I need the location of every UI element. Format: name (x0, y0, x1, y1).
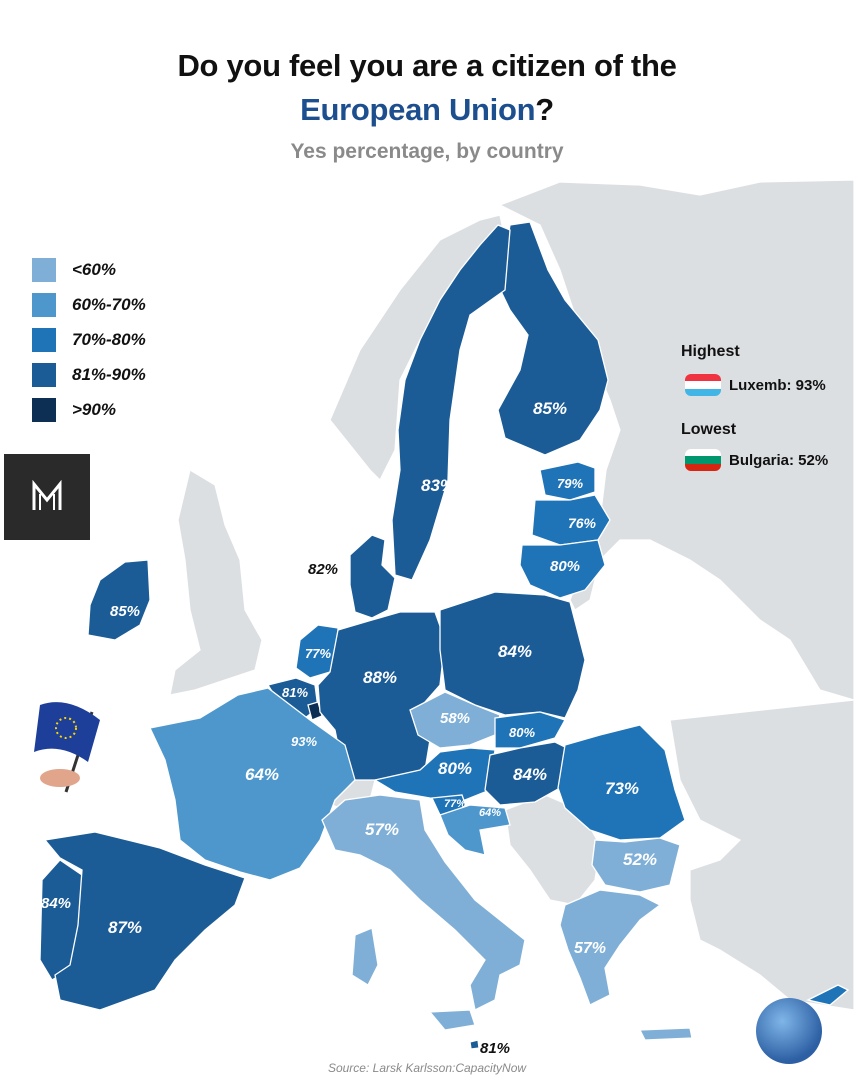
legend-item: 81%-90% (32, 357, 146, 392)
country-sweden (391, 224, 511, 581)
eu-flag-hand-icon (34, 702, 100, 793)
legend-item: >90% (32, 392, 146, 427)
subtitle: Yes percentage, by country (290, 140, 564, 163)
label-france: 64% (245, 765, 279, 784)
legend-item: 60%-70% (32, 287, 146, 322)
country-finland (497, 221, 609, 456)
country-romania (557, 724, 686, 841)
label-spain: 87% (108, 918, 142, 937)
label-denmark: 82% (308, 561, 338, 578)
watermark-badge-icon (756, 998, 822, 1064)
m-logo-icon (4, 454, 90, 540)
label-malta: 81% (480, 1040, 510, 1057)
label-luxembourg: 93% (291, 734, 317, 749)
country-france (149, 687, 356, 881)
legend-item: <60% (32, 252, 146, 287)
legend-label: >90% (72, 399, 116, 419)
country-ireland (87, 559, 151, 641)
country-poland (439, 591, 586, 719)
country-estonia (539, 461, 596, 501)
label-greece: 57% (574, 940, 606, 957)
label-finland: 85% (533, 399, 567, 418)
country-denmark (349, 534, 396, 619)
country-latvia (531, 494, 611, 546)
legend-label: 70%-80% (72, 329, 146, 349)
label-italy: 57% (365, 820, 399, 839)
legend-swatch (32, 257, 56, 282)
country-sicily (428, 1009, 476, 1031)
label-austria: 80% (438, 759, 472, 778)
label-hungary: 84% (513, 765, 547, 784)
label-croatia: 64% (479, 807, 501, 819)
label-latvia: 76% (568, 515, 597, 531)
legend-swatch (32, 397, 56, 422)
bulgaria-flag-icon (685, 449, 721, 471)
label-bulgaria: 52% (623, 850, 657, 869)
country-crete (638, 1027, 693, 1041)
label-slovenia: 77% (444, 798, 466, 810)
label-slovakia: 80% (509, 725, 535, 740)
country-italy (321, 794, 526, 1011)
legend: <60% 60%-70% 70%-80% 81%-90% >90% (32, 252, 146, 427)
label-czechia: 58% (440, 710, 470, 727)
legend-label: 81%-90% (72, 364, 146, 384)
country-malta (469, 1039, 480, 1050)
label-romania: 73% (605, 779, 639, 798)
legend-label: 60%-70% (72, 294, 146, 314)
luxembourg-flag-icon (685, 374, 721, 396)
label-portugal: 84% (41, 895, 71, 912)
label-lithuania: 80% (550, 558, 580, 575)
lowest-heading: Lowest (681, 421, 737, 438)
lowest-text: Bulgaria: 52% (729, 451, 829, 469)
highest-row: Luxemb: 93% (685, 374, 826, 396)
legend-label: <60% (72, 259, 116, 279)
country-greece (559, 889, 662, 1006)
title-line-1: Do you feel you are a citizen of the (177, 48, 677, 83)
country-cyprus (806, 984, 850, 1006)
lowest-row: Bulgaria: 52% (685, 449, 828, 471)
label-poland: 84% (498, 642, 532, 661)
label-germany: 88% (363, 668, 397, 687)
label-ireland: 85% (110, 603, 140, 620)
eu-countries (39, 221, 850, 1050)
legend-swatch (32, 327, 56, 352)
country-sardinia (351, 927, 379, 986)
country-slovakia (494, 711, 566, 749)
country-bulgaria (591, 837, 681, 893)
legend-item: 70%-80% (32, 322, 146, 357)
label-belgium: 81% (282, 685, 308, 700)
source-note: Source: Larsk Karlsson:CapacityNow (327, 1061, 527, 1075)
highest-heading: Highest (681, 343, 740, 360)
title-line-2: European Union? (0, 92, 854, 128)
title-suffix: ? (535, 92, 554, 127)
legend-swatch (32, 362, 56, 387)
country-luxembourg (307, 701, 323, 721)
title-accent: European Union (300, 92, 536, 127)
label-sweden: 83% (421, 476, 455, 495)
label-estonia: 79% (557, 476, 583, 491)
country-croatia (439, 804, 511, 856)
country-lithuania (519, 539, 606, 599)
country-spain (43, 831, 246, 1011)
legend-swatch (32, 292, 56, 317)
highest-text: Luxemb: 93% (729, 376, 826, 394)
label-netherlands: 77% (305, 646, 331, 661)
